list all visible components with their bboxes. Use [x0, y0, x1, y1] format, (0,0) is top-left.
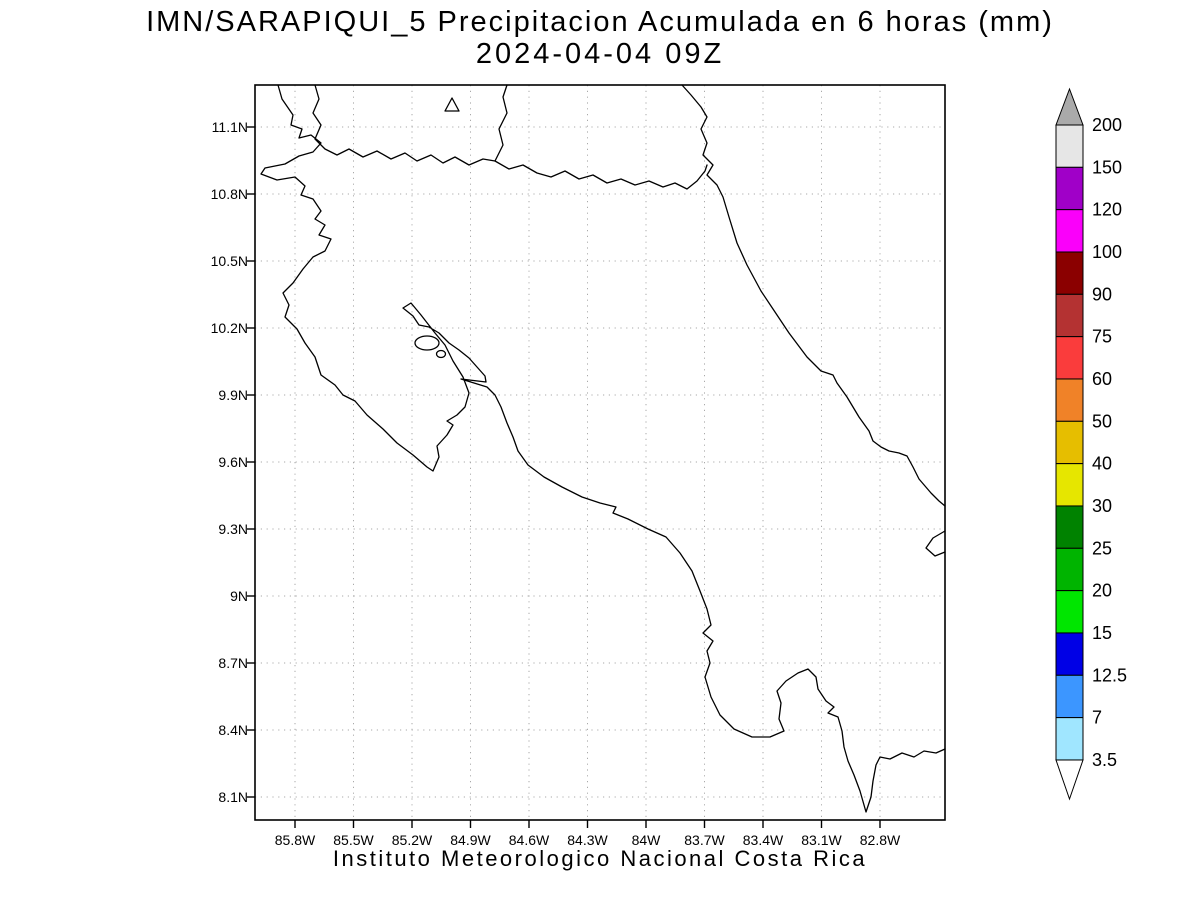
colorbar-cell [1055, 336, 1084, 380]
colorbar-labels: 200 150 120 100 90 75 60 50 40 30 25 20 15 12.5 7 3.5 [1092, 115, 1127, 770]
almirante-bay-inlet [925, 530, 946, 557]
colorbar-cell [1055, 420, 1084, 465]
plot-title: IMN/SARAPIQUI_5 Precipitacion Acumulada … [146, 6, 1054, 38]
colorbar-under-arrow [1055, 759, 1084, 801]
colorbar-cell [1055, 463, 1084, 507]
caribbean-coastline [681, 84, 946, 507]
colorbar-cell [1055, 124, 1084, 168]
colorbar-cell [1055, 378, 1084, 422]
colorbar-cell [1055, 674, 1084, 719]
colorbar-tick-label: 75 [1092, 327, 1112, 347]
lake-island [444, 97, 460, 112]
colorbar: 200 150 120 100 90 75 60 50 40 30 25 20 15 12.5 7 3.5 [1055, 87, 1127, 801]
colorbar-tick-label: 7 [1092, 708, 1102, 728]
colorbar-cell [1055, 293, 1084, 338]
chira-island [414, 335, 440, 351]
colorbar-cell [1055, 166, 1084, 211]
colorbar-tick-label: 20 [1092, 581, 1112, 601]
colorbar-tick-label: 25 [1092, 538, 1112, 558]
colorbar-cell [1055, 632, 1084, 676]
colorbar-tick-label: 12.5 [1092, 665, 1127, 685]
colorbar-cell [1055, 505, 1084, 549]
colorbar-cell [1055, 251, 1084, 295]
colorbar-tick-label: 15 [1092, 623, 1112, 643]
coastline-layer [260, 84, 946, 813]
footer-institution: Instituto Meteorologico Nacional Costa R… [332, 846, 868, 871]
tick-layer [247, 126, 881, 828]
colorbar-tick-label: 200 [1092, 115, 1122, 135]
san-juan-river [494, 160, 708, 190]
lake-nicaragua-shore [312, 84, 508, 166]
grid-layer [255, 85, 945, 820]
pacific-coastline [260, 84, 946, 813]
map-plot [247, 84, 946, 828]
colorbar-cell [1055, 717, 1084, 761]
colorbar-tick-label: 150 [1092, 157, 1122, 177]
colorbar-tick-label: 30 [1092, 496, 1112, 516]
colorbar-over-arrow [1055, 87, 1084, 126]
colorbar-tick-label: 90 [1092, 284, 1112, 304]
colorbar-cell [1055, 590, 1084, 634]
map-frame [254, 84, 946, 821]
colorbar-tick-label: 50 [1092, 411, 1112, 431]
colorbar-cell [1055, 209, 1084, 253]
title-block: IMN/SARAPIQUI_5 Precipitacion Acumulada … [0, 6, 1200, 70]
colorbar-cells [1055, 124, 1084, 761]
plot-subtitle-datetime: 2024-04-04 09Z [475, 38, 725, 70]
colorbar-tick-label: 100 [1092, 242, 1122, 262]
colorbar-tick-label: 3.5 [1092, 750, 1117, 770]
colorbar-cell [1055, 547, 1084, 592]
chira-islet [435, 349, 447, 359]
colorbar-tick-label: 120 [1092, 200, 1122, 220]
colorbar-tick-label: 40 [1092, 454, 1112, 474]
colorbar-tick-label: 60 [1092, 369, 1112, 389]
